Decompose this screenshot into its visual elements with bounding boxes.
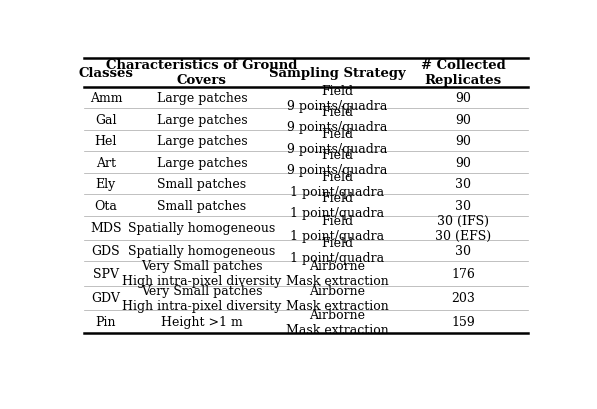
Text: Classes: Classes: [78, 67, 133, 80]
Text: 30 (IFS)
30 (EFS): 30 (IFS) 30 (EFS): [435, 214, 491, 242]
Text: Field
9 points/quadra: Field 9 points/quadra: [287, 149, 387, 177]
Text: Sampling Strategy: Sampling Strategy: [269, 67, 405, 80]
Text: Spatially homogeneous: Spatially homogeneous: [128, 222, 275, 235]
Text: Large patches: Large patches: [156, 156, 247, 169]
Text: Field
1 point/quadra: Field 1 point/quadra: [290, 237, 384, 265]
Text: Ely: Ely: [96, 178, 116, 191]
Text: Very Small patches
High intra-pixel diversity: Very Small patches High intra-pixel dive…: [122, 260, 282, 288]
Text: Field
1 point/quadra: Field 1 point/quadra: [290, 214, 384, 242]
Text: Small patches: Small patches: [157, 178, 247, 191]
Text: 30: 30: [456, 199, 471, 212]
Text: 176: 176: [451, 267, 475, 280]
Text: 90: 90: [456, 113, 471, 126]
Text: # Collected
Replicates: # Collected Replicates: [421, 59, 506, 87]
Text: Amm: Amm: [90, 92, 122, 105]
Text: Height >1 m: Height >1 m: [161, 315, 243, 328]
Text: 90: 90: [456, 135, 471, 148]
Text: SPV: SPV: [93, 267, 119, 280]
Text: Art: Art: [96, 156, 116, 169]
Text: 90: 90: [456, 156, 471, 169]
Text: Large patches: Large patches: [156, 135, 247, 148]
Text: Field
9 points/quadra: Field 9 points/quadra: [287, 127, 387, 155]
Text: Small patches: Small patches: [157, 199, 247, 212]
Text: Hel: Hel: [95, 135, 117, 148]
Text: 30: 30: [456, 178, 471, 191]
Text: Pin: Pin: [96, 315, 116, 328]
Text: Field
9 points/quadra: Field 9 points/quadra: [287, 106, 387, 134]
Text: Field
1 point/quadra: Field 1 point/quadra: [290, 192, 384, 220]
Text: 159: 159: [451, 315, 475, 328]
Text: 90: 90: [456, 92, 471, 105]
Text: Field
1 point/quadra: Field 1 point/quadra: [290, 170, 384, 198]
Text: MDS: MDS: [90, 222, 122, 235]
Text: Airborne
Mask extraction: Airborne Mask extraction: [286, 308, 389, 336]
Text: 30: 30: [456, 244, 471, 257]
Text: Very Small patches
High intra-pixel diversity: Very Small patches High intra-pixel dive…: [122, 284, 282, 312]
Text: Gal: Gal: [95, 113, 116, 126]
Text: Spatially homogeneous: Spatially homogeneous: [128, 244, 275, 257]
Text: Characteristics of Ground
Covers: Characteristics of Ground Covers: [106, 59, 297, 87]
Text: GDV: GDV: [91, 292, 120, 305]
Text: Field
9 points/quadra: Field 9 points/quadra: [287, 85, 387, 112]
Text: 203: 203: [451, 292, 475, 305]
Text: Large patches: Large patches: [156, 92, 247, 105]
Text: Ota: Ota: [94, 199, 117, 212]
Text: Airborne
Mask extraction: Airborne Mask extraction: [286, 260, 389, 288]
Text: Airborne
Mask extraction: Airborne Mask extraction: [286, 284, 389, 312]
Text: GDS: GDS: [91, 244, 120, 257]
Text: Large patches: Large patches: [156, 113, 247, 126]
